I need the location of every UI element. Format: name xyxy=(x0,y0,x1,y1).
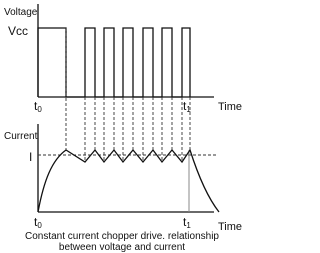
caption: Constant current chopper drive. relation… xyxy=(25,231,219,242)
x-label: Time xyxy=(218,101,242,113)
guide-lines xyxy=(65,28,191,162)
y-label: Voltage xyxy=(4,7,38,18)
t-base: t xyxy=(183,99,187,113)
t1-label: t1 xyxy=(183,215,191,230)
diagram: Voltage Vcc t0 t1 Time Current I t0 t1 T… xyxy=(4,4,242,253)
t-sub: 1 xyxy=(186,105,191,114)
t-sub: 1 xyxy=(186,221,191,230)
t1-label: t1 xyxy=(183,99,191,114)
voltage-waveform xyxy=(37,27,191,98)
level-label: Vcc xyxy=(8,24,28,38)
level-label: I xyxy=(29,150,32,164)
t-sub: 0 xyxy=(37,221,42,230)
x-label: Time xyxy=(218,221,242,233)
t0-label: t0 xyxy=(34,99,42,114)
t0-label: t0 xyxy=(34,215,42,230)
caption: between voltage and current xyxy=(59,242,185,253)
t-sub: 0 xyxy=(37,105,42,114)
t-base: t xyxy=(34,215,38,229)
t-base: t xyxy=(183,215,187,229)
y-label: Current xyxy=(4,131,38,142)
t-base: t xyxy=(34,99,38,113)
current-waveform xyxy=(37,148,220,213)
